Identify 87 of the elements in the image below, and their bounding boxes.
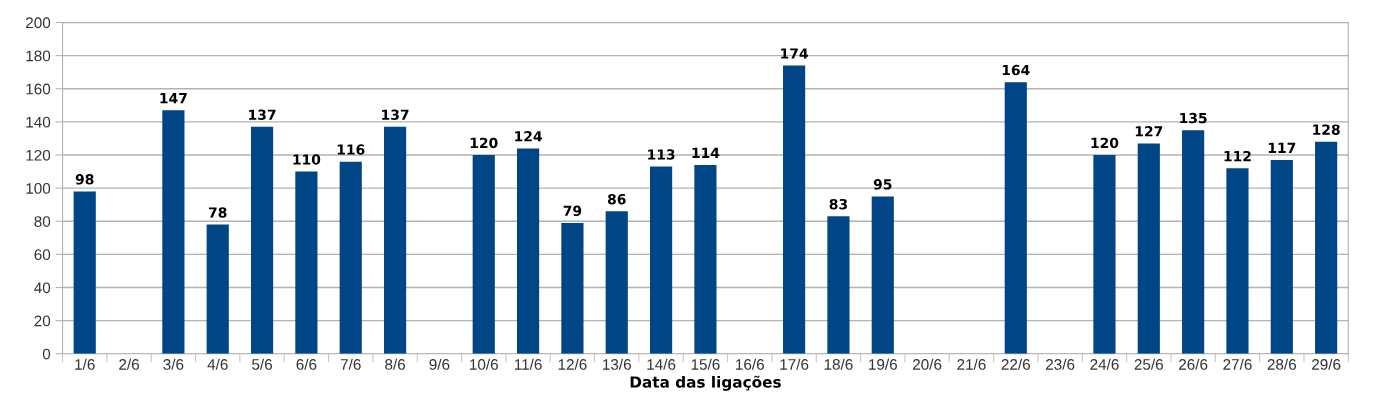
data-label: 117 — [1268, 142, 1296, 153]
bar — [206, 224, 229, 354]
data-label: 114 — [692, 147, 720, 158]
data-label: 137 — [382, 109, 409, 120]
data-label: 86 — [607, 193, 626, 205]
x-tick-label: 29/6 — [1312, 358, 1341, 370]
x-tick-label: 17/6 — [780, 358, 809, 370]
data-label: 164 — [1002, 64, 1030, 76]
bar — [783, 65, 806, 354]
x-tick-label: 4/6 — [207, 358, 228, 370]
data-label: 83 — [829, 198, 847, 210]
x-tick-label: 14/6 — [647, 358, 676, 370]
bar — [650, 166, 673, 354]
y-tick-label: 120 — [26, 149, 51, 161]
data-label: 120 — [1091, 137, 1119, 149]
x-tick-label: 16/6 — [736, 358, 764, 370]
bar — [1270, 159, 1293, 354]
x-tick-label: 6/6 — [296, 358, 317, 370]
data-label: 120 — [470, 137, 498, 149]
data-label: 147 — [160, 93, 187, 104]
data-label: 137 — [249, 109, 276, 120]
bar — [1226, 168, 1249, 354]
x-tick-label: 23/6 — [1046, 358, 1075, 370]
data-label: 124 — [515, 131, 542, 142]
x-tick-label: 15/6 — [691, 358, 720, 370]
x-tick-label: 28/6 — [1267, 358, 1296, 370]
x-tick-label: 24/6 — [1090, 358, 1119, 370]
bar — [295, 171, 318, 354]
data-label: 98 — [75, 174, 94, 185]
bar — [1315, 141, 1338, 354]
data-label: 174 — [781, 48, 808, 59]
x-tick-label: 3/6 — [163, 358, 184, 370]
x-tick-label: 12/6 — [558, 358, 587, 370]
x-tick-label: 10/6 — [470, 358, 498, 370]
x-tick-label: 20/6 — [913, 358, 942, 370]
bar — [1137, 143, 1160, 354]
y-tick-label: 40 — [34, 282, 51, 294]
y-tick-label: 60 — [34, 249, 51, 261]
bar — [517, 148, 540, 354]
x-tick-label: 9/6 — [429, 358, 450, 370]
data-label: 79 — [563, 205, 582, 217]
x-tick-label: 1/6 — [75, 358, 95, 370]
data-label: 95 — [873, 179, 892, 190]
bar — [827, 216, 850, 354]
x-tick-label: 19/6 — [869, 358, 897, 370]
x-tick-label: 7/6 — [340, 358, 361, 370]
x-tick-label: 5/6 — [252, 358, 273, 370]
data-label: 127 — [1135, 126, 1163, 137]
x-tick-label: 27/6 — [1223, 358, 1252, 370]
bar — [73, 191, 96, 354]
bar — [561, 222, 584, 354]
y-tick-label: 200 — [26, 17, 51, 29]
y-tick-label: 80 — [34, 216, 51, 227]
y-tick-label: 20 — [34, 315, 51, 327]
data-label: 116 — [337, 144, 365, 155]
y-tick-label: 180 — [26, 50, 51, 62]
x-tick-label: 2/6 — [119, 358, 139, 370]
bar — [1004, 82, 1027, 354]
x-tick-label: 11/6 — [514, 358, 542, 370]
y-tick-label: 160 — [26, 83, 51, 95]
x-axis-title: Data das ligações — [630, 375, 781, 391]
bar — [871, 196, 894, 354]
data-label: 113 — [648, 149, 675, 160]
x-tick-label: 22/6 — [1001, 358, 1030, 370]
x-tick-label: 26/6 — [1179, 358, 1208, 370]
data-label: 78 — [208, 207, 227, 218]
bar — [1093, 155, 1116, 354]
bar — [472, 155, 495, 354]
bar — [1182, 130, 1205, 354]
x-tick-label: 13/6 — [603, 358, 631, 370]
x-tick-label: 18/6 — [824, 358, 853, 370]
x-tick-label: 25/6 — [1134, 358, 1163, 370]
bar — [339, 161, 362, 354]
y-tick-label: 100 — [26, 183, 51, 194]
bar — [605, 211, 628, 354]
bar — [162, 110, 185, 354]
y-tick-label: 0 — [42, 348, 51, 360]
bar — [694, 164, 717, 354]
bar — [250, 126, 274, 354]
x-tick-label: 8/6 — [385, 358, 406, 370]
x-tick-label: 21/6 — [957, 358, 986, 370]
y-tick-label: 140 — [26, 116, 51, 128]
data-label: 135 — [1180, 112, 1207, 124]
data-label: 110 — [293, 154, 321, 165]
bar — [383, 126, 407, 354]
data-label: 112 — [1224, 150, 1251, 162]
data-label: 128 — [1313, 124, 1340, 135]
